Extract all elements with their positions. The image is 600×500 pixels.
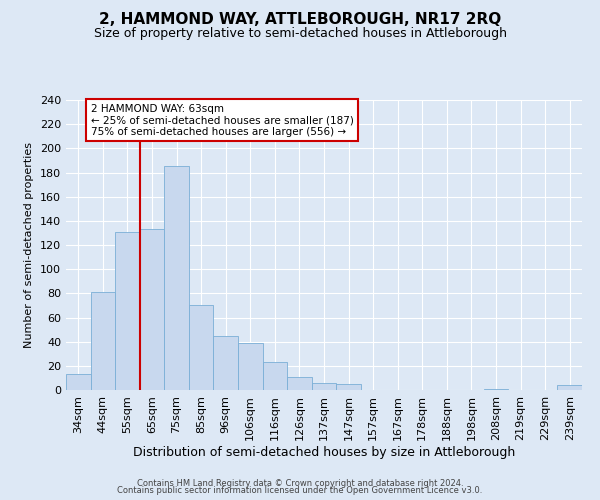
Bar [115, 232, 140, 390]
Bar [312, 383, 336, 390]
Bar [484, 389, 508, 390]
Bar [214, 336, 238, 390]
Bar [66, 374, 91, 390]
X-axis label: Distribution of semi-detached houses by size in Attleborough: Distribution of semi-detached houses by … [133, 446, 515, 458]
Bar [189, 306, 214, 390]
Bar [164, 166, 189, 390]
Bar [336, 384, 361, 390]
Bar [140, 230, 164, 390]
Y-axis label: Number of semi-detached properties: Number of semi-detached properties [25, 142, 34, 348]
Text: Size of property relative to semi-detached houses in Attleborough: Size of property relative to semi-detach… [94, 28, 506, 40]
Bar [287, 376, 312, 390]
Bar [263, 362, 287, 390]
Text: 2 HAMMOND WAY: 63sqm
← 25% of semi-detached houses are smaller (187)
75% of semi: 2 HAMMOND WAY: 63sqm ← 25% of semi-detac… [91, 104, 353, 137]
Bar [238, 343, 263, 390]
Text: Contains public sector information licensed under the Open Government Licence v3: Contains public sector information licen… [118, 486, 482, 495]
Bar [557, 385, 582, 390]
Text: Contains HM Land Registry data © Crown copyright and database right 2024.: Contains HM Land Registry data © Crown c… [137, 478, 463, 488]
Bar [91, 292, 115, 390]
Text: 2, HAMMOND WAY, ATTLEBOROUGH, NR17 2RQ: 2, HAMMOND WAY, ATTLEBOROUGH, NR17 2RQ [99, 12, 501, 28]
